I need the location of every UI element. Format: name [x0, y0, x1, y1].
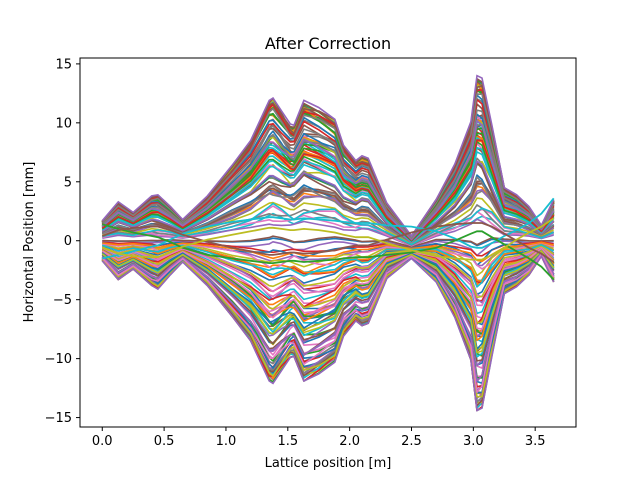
x-tick-label: 2.5	[401, 434, 422, 449]
trajectory-line	[102, 210, 554, 247]
x-tick-label: 0.5	[154, 434, 175, 449]
trajectory-line	[102, 197, 555, 260]
trajectory-line	[102, 241, 554, 263]
trajectory-line	[101, 245, 555, 307]
y-tick-label: 15	[55, 57, 72, 72]
trajectory-line	[101, 250, 555, 362]
trajectory-line	[101, 160, 555, 243]
trajectory-line	[101, 254, 555, 398]
trajectory-line	[101, 151, 555, 243]
trajectory-line	[101, 252, 555, 382]
plot-frame	[79, 57, 577, 428]
y-tick-label: 0	[64, 234, 72, 249]
y-tick-label: −10	[45, 352, 72, 367]
trajectory-line	[101, 161, 555, 244]
trajectory-line	[101, 253, 555, 393]
trajectory-line	[101, 141, 555, 242]
trajectory-line	[102, 235, 554, 248]
y-axis-label: Horizontal Position [mm]	[22, 162, 37, 323]
y-tick-label: −15	[45, 411, 72, 426]
trajectory-line	[102, 202, 555, 246]
y-tick-label: 5	[64, 175, 72, 190]
x-tick-label: 3.0	[463, 434, 484, 449]
series-layer	[101, 74, 555, 412]
trajectory-line	[101, 250, 555, 354]
x-axis: 0.0 0.5 1.0 1.5 2.0 2.5 3.0 3.5	[92, 427, 546, 449]
x-axis-label: Lattice position [m]	[265, 456, 392, 471]
trajectory-line	[101, 247, 555, 325]
y-tick-label: −5	[53, 293, 72, 308]
y-tick-label: 10	[55, 116, 72, 131]
trajectory-line	[101, 217, 555, 261]
trajectory-line	[101, 254, 555, 412]
trajectory-line	[101, 222, 555, 263]
trajectory-line	[101, 93, 555, 238]
x-tick-label: 3.5	[525, 434, 546, 449]
trajectory-line	[101, 247, 555, 324]
trajectory-line	[101, 119, 555, 241]
x-tick-label: 1.5	[277, 434, 298, 449]
trajectory-line	[102, 223, 555, 281]
trajectory-line	[101, 109, 555, 239]
x-tick-label: 2.0	[339, 434, 360, 449]
chart-title: After Correction	[265, 34, 391, 53]
x-tick-label: 0.0	[92, 434, 113, 449]
trajectory-line	[102, 240, 554, 257]
y-axis: −15 −10 −5 0 5 10 15	[45, 57, 80, 426]
trajectory-line	[101, 176, 555, 245]
trajectory-line	[101, 139, 555, 241]
trajectory-line	[101, 74, 555, 238]
trajectory-line	[101, 247, 555, 330]
x-tick-label: 1.0	[216, 434, 237, 449]
trajectory-line	[101, 249, 555, 350]
